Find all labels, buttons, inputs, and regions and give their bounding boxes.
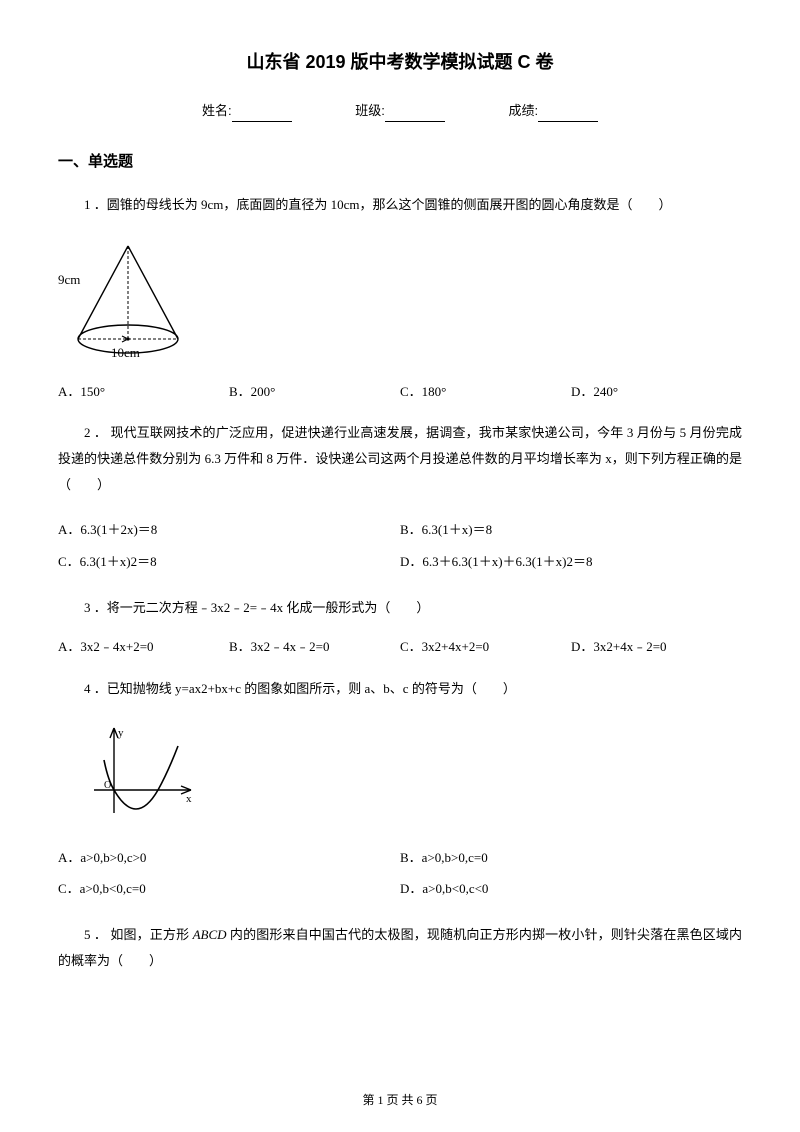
q1-opt-c: C．180° <box>400 382 571 403</box>
page-title: 山东省 2019 版中考数学模拟试题 C 卷 <box>58 48 742 77</box>
q1-opt-a: A．150° <box>58 382 229 403</box>
name-label: 姓名: <box>202 103 232 118</box>
q2-options: A．6.3(1＋2x)＝8 B．6.3(1＋x)＝8 C．6.3(1＋x)2＝8… <box>58 514 742 576</box>
q1-options: A．150° B．200° C．180° D．240° <box>58 382 742 403</box>
q1-slant-label: 9cm <box>58 272 80 287</box>
q5-text: 5 ． 如图，正方形 ABCD 内的图形来自中国古代的太极图，现随机向正方形内掷… <box>58 922 742 974</box>
q3-opt-b: B．3x2﹣4x﹣2=0 <box>229 637 400 658</box>
q3-opt-a: A．3x2﹣4x+2=0 <box>58 637 229 658</box>
q3-opt-c: C．3x2+4x+2=0 <box>400 637 571 658</box>
svg-text:O: O <box>104 780 111 791</box>
q3-options: A．3x2﹣4x+2=0 B．3x2﹣4x﹣2=0 C．3x2+4x+2=0 D… <box>58 637 742 658</box>
q4-opt-a: A．a>0,b>0,c>0 <box>58 842 400 873</box>
class-label: 班级: <box>355 103 385 118</box>
q5-pre: 5 ． 如图，正方形 <box>84 927 193 942</box>
q3-opt-d: D．3x2+4x﹣2=0 <box>571 637 742 658</box>
section-heading: 一、单选题 <box>58 150 742 174</box>
q2-opt-a: A．6.3(1＋2x)＝8 <box>58 514 400 545</box>
q4-options: A．a>0,b>0,c>0 B．a>0,b>0,c=0 C．a>0,b<0,c=… <box>58 842 742 904</box>
q2-text: 2 ． 现代互联网技术的广泛应用，促进快递行业高速发展，据调查，我市某家快递公司… <box>58 420 742 498</box>
q1-text: 1 ．圆锥的母线长为 9cm，底面圆的直径为 10cm，那么这个圆锥的侧面展开图… <box>58 192 742 218</box>
q1-opt-b: B．200° <box>229 382 400 403</box>
score-blank <box>538 108 598 122</box>
q5-abcd: ABCD <box>193 927 227 942</box>
q4-opt-b: B．a>0,b>0,c=0 <box>400 842 742 873</box>
q4-text: 4 ．已知抛物线 y=ax2+bx+c 的图象如图所示，则 a、b、c 的符号为… <box>58 676 742 702</box>
q1-opt-d: D．240° <box>571 382 742 403</box>
q2-opt-c: C．6.3(1＋x)2＝8 <box>58 546 400 577</box>
q1-cone-figure: 9cm 10cm <box>58 234 198 364</box>
q3-text: 3 ．将一元二次方程﹣3x2﹣2=﹣4x 化成一般形式为（ ） <box>58 595 742 621</box>
svg-text:y: y <box>118 727 124 739</box>
q2-opt-b: B．6.3(1＋x)＝8 <box>400 514 742 545</box>
score-label: 成绩: <box>508 103 538 118</box>
class-blank <box>385 108 445 122</box>
q4-opt-c: C．a>0,b<0,c=0 <box>58 873 400 904</box>
q4-opt-d: D．a>0,b<0,c<0 <box>400 873 742 904</box>
q4-parabola-figure: y x O <box>86 718 206 828</box>
svg-text:x: x <box>186 793 192 805</box>
q1-diameter-label: 10cm <box>111 345 140 360</box>
name-blank <box>232 108 292 122</box>
info-row: 姓名: 班级: 成绩: <box>58 101 742 122</box>
q2-opt-d: D．6.3＋6.3(1＋x)＋6.3(1＋x)2＝8 <box>400 546 742 577</box>
page-footer: 第 1 页 共 6 页 <box>0 1091 800 1110</box>
